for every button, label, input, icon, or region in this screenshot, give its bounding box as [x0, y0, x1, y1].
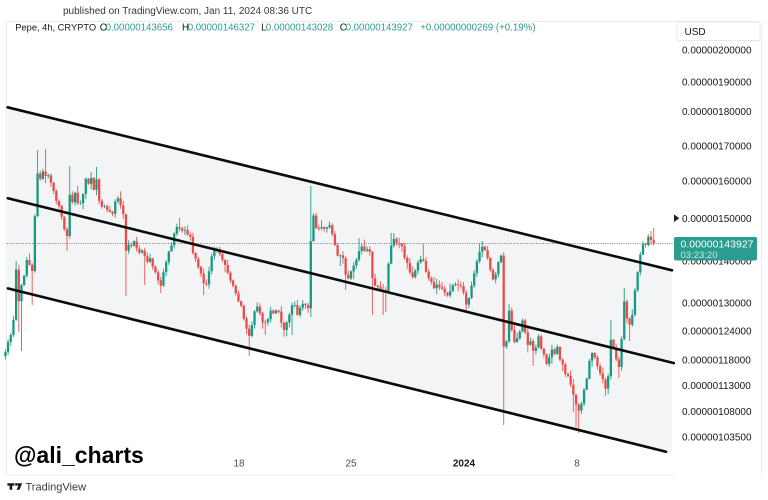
svg-text:0.00000143656: 0.00000143656: [106, 23, 173, 34]
svg-text:0.00000143927: 0.00000143927: [681, 239, 754, 251]
svg-text:0.00000113000: 0.00000113000: [682, 381, 751, 392]
svg-text:L: L: [261, 23, 267, 34]
svg-text:0.00000140000: 0.00000140000: [682, 257, 752, 268]
svg-text:C: C: [340, 23, 347, 34]
svg-text:0.00000130000: 0.00000130000: [682, 299, 752, 310]
svg-text:0.00000143028: 0.00000143028: [266, 23, 333, 34]
svg-text:2024: 2024: [453, 459, 476, 470]
svg-text:25: 25: [345, 459, 357, 470]
svg-text:0.00000180000: 0.00000180000: [682, 107, 752, 118]
svg-text:8: 8: [574, 459, 580, 470]
svg-text:0.00000190000: 0.00000190000: [682, 78, 752, 89]
svg-text:0.00000170000: 0.00000170000: [682, 142, 752, 153]
svg-text:Pepe, 4h, CRYPTO: Pepe, 4h, CRYPTO: [15, 23, 96, 33]
svg-text:03:23:20: 03:23:20: [681, 250, 718, 261]
svg-text:O: O: [100, 23, 108, 34]
svg-text:USD: USD: [685, 27, 706, 38]
svg-text:0.00000103500: 0.00000103500: [682, 433, 752, 444]
svg-text:TradingView: TradingView: [26, 482, 87, 494]
svg-text:H: H: [182, 23, 189, 34]
svg-text:0.00000118000: 0.00000118000: [682, 356, 751, 367]
svg-text:@ali_charts: @ali_charts: [14, 442, 144, 468]
svg-text:0.00000143927: 0.00000143927: [346, 23, 413, 34]
svg-text:+0.00000000269 (+0.19%): +0.00000000269 (+0.19%): [420, 23, 535, 34]
svg-text:0.00000200000: 0.00000200000: [682, 46, 752, 57]
svg-text:0.00000124000: 0.00000124000: [682, 327, 752, 338]
svg-text:0.00000160000: 0.00000160000: [682, 177, 752, 188]
svg-text:18: 18: [233, 459, 245, 470]
svg-text:published on TradingView.com,: published on TradingView.com, Jan 11, 20…: [63, 6, 312, 17]
svg-text:0.00000108000: 0.00000108000: [682, 407, 752, 418]
svg-text:0.00000150000: 0.00000150000: [682, 214, 752, 225]
svg-text:0.00000146327: 0.00000146327: [188, 23, 255, 34]
